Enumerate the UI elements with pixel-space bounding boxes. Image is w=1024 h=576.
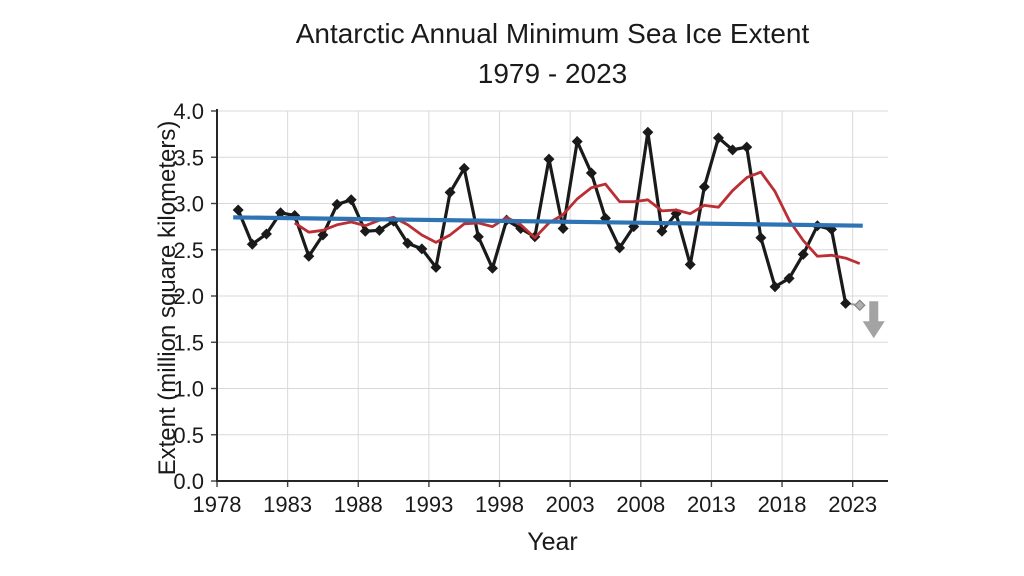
y-tick-label: 2.5 (173, 238, 204, 263)
data-point-marker (840, 297, 852, 309)
x-tick-label: 1998 (475, 492, 524, 517)
y-tick-label: 3.0 (173, 192, 204, 217)
data-point-marker (373, 224, 385, 236)
data-point-marker (317, 229, 329, 241)
data-point-marker (614, 242, 626, 254)
x-tick-label: 1988 (334, 492, 383, 517)
data-point-marker (416, 243, 428, 255)
data-point-marker (684, 259, 696, 271)
y-tick-label: 3.5 (173, 145, 204, 170)
y-tick-label: 1.5 (173, 330, 204, 355)
x-tick-label: 2003 (546, 492, 595, 517)
data-point-marker (656, 225, 668, 237)
data-point-marker (571, 136, 583, 148)
x-tick-label: 2013 (687, 492, 736, 517)
data-point-marker (642, 126, 654, 138)
x-tick-label: 1978 (193, 492, 242, 517)
data-point-marker (430, 261, 442, 273)
data-point-marker (402, 237, 414, 249)
y-tick-label: 0.0 (173, 469, 204, 494)
data-point-marker (246, 238, 258, 250)
data-point-marker (260, 228, 272, 240)
chart-subtitle: 1979 - 2023 (477, 58, 628, 89)
x-tick-label: 2018 (758, 492, 807, 517)
chart-title: Antarctic Annual Minimum Sea Ice Extent (295, 18, 810, 49)
data-point-marker (303, 250, 315, 262)
data-point-marker (359, 225, 371, 237)
data-point-marker (486, 262, 498, 274)
data-point-marker (331, 198, 343, 210)
y-tick-label: 4.0 (173, 99, 204, 124)
trend-line (233, 215, 863, 228)
y-tick-label: 0.5 (173, 423, 204, 448)
data-point-marker (698, 181, 710, 193)
data-point-marker (783, 272, 795, 284)
data-point-marker (727, 144, 739, 156)
data-point-marker (472, 231, 484, 243)
y-tick-label: 2.0 (173, 284, 204, 309)
decline-arrow-icon (862, 301, 885, 339)
data-point-marker (458, 162, 470, 174)
x-tick-label: 1993 (404, 492, 453, 517)
x-tick-label: 2023 (828, 492, 877, 517)
x-tick-label: 1983 (263, 492, 312, 517)
data-point-marker (543, 153, 555, 165)
data-point-marker (755, 232, 767, 244)
x-tick-label: 2008 (616, 492, 665, 517)
data-point-marker (769, 281, 781, 293)
data-point-marker (712, 132, 724, 144)
data-point-marker (444, 186, 456, 198)
data-point-marker (797, 248, 809, 260)
y-tick-label: 1.0 (173, 377, 204, 402)
provisional-2023-marker (853, 299, 866, 312)
x-axis-title: Year (527, 528, 578, 556)
data-point-marker (557, 222, 569, 234)
data-point-marker (275, 207, 287, 219)
data-point-marker (345, 194, 357, 206)
data-point-marker (585, 167, 597, 179)
data-point-marker (741, 141, 753, 153)
data-point-marker (232, 204, 244, 216)
